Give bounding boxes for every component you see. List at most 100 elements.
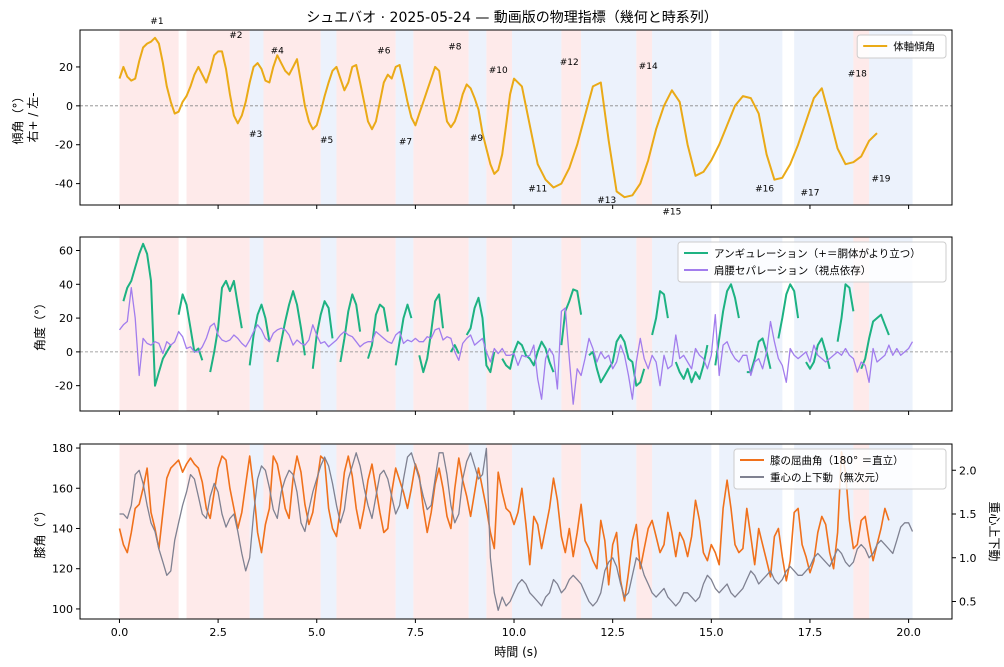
y2-tick-label: 1.0	[959, 552, 977, 565]
panel-frame	[79, 443, 953, 620]
series-line-2-1	[122, 242, 890, 387]
phase-band	[512, 237, 562, 411]
y-tick-label: -40	[55, 178, 73, 191]
phase-band	[320, 30, 337, 205]
phase-band	[794, 30, 854, 205]
chart-title: シュエバオ · 2025-05-24 — 動画版の物理指標（幾何と時系列）	[306, 10, 718, 26]
phase-band	[186, 30, 250, 205]
legend-box	[856, 34, 947, 59]
legend-entry-label: アンギュレーション（+＝胴体がより立つ）	[714, 247, 921, 260]
legend-entry-label: 体軸傾角	[893, 40, 935, 53]
legend: 体軸傾角	[856, 34, 947, 59]
phase-band	[486, 237, 513, 411]
peak-annotation-label: #1	[150, 17, 163, 27]
panel-frame	[79, 236, 953, 412]
phase-band	[512, 444, 562, 619]
x-tick-label: 5.0	[308, 626, 326, 639]
peak-annotation-label: #7	[399, 138, 412, 148]
series-line-1-1	[118, 36, 878, 199]
peak-annotation-label: #17	[800, 188, 819, 198]
phase-band	[320, 237, 337, 411]
peak-annotation-label: #10	[489, 66, 508, 76]
y-axis-label: 傾角（°）	[11, 90, 25, 144]
panel-2: -20 0 20 40 60 角度（°） アンギュレーション（+＝胴体がより立つ） 肩腰セパレ…	[32, 236, 953, 415]
series-line-3-2	[119, 447, 914, 611]
phase-band	[561, 237, 582, 411]
phase-band	[853, 30, 870, 205]
panel-frame	[79, 29, 953, 206]
panel-3: 0.0 2.5 5.0 7.5 10.0 12.5 15.0 17.5 20.0 100 120 14…	[33, 442, 1001, 639]
y-axis-label: 膝角（°）	[33, 504, 47, 558]
y-axis-label: 右+ / 左-	[25, 92, 40, 142]
peak-annotation-label: #11	[528, 184, 547, 194]
x-tick-label: 20.0	[896, 626, 921, 639]
legend-box	[733, 448, 947, 490]
phase-band	[636, 444, 653, 619]
y-tick-label: 20	[59, 312, 73, 325]
phase-band	[413, 237, 469, 411]
y-tick-label: 160	[52, 482, 73, 495]
phase-band	[486, 30, 513, 205]
y-tick-label: 120	[52, 563, 73, 576]
phase-band	[263, 30, 321, 205]
phase-band	[561, 30, 582, 205]
peak-annotation-label: #5	[320, 136, 333, 146]
y2-tick-label: 2.0	[959, 464, 977, 477]
x-tick-label: 10.0	[502, 626, 527, 639]
y-tick-label: 180	[52, 442, 73, 455]
phase-band	[186, 444, 250, 619]
phase-band	[652, 444, 712, 619]
phase-band	[561, 444, 582, 619]
series-line-2-2	[118, 287, 914, 405]
phase-band	[468, 30, 487, 205]
y-tick-label: 140	[52, 522, 73, 535]
phase-band	[719, 30, 783, 205]
phase-band	[636, 30, 653, 205]
peak-annotation-label: #8	[448, 42, 462, 52]
phase-band	[320, 444, 337, 619]
peak-annotation-label: #4	[271, 46, 285, 56]
phase-band	[395, 444, 414, 619]
legend-entry-label: 肩腰セパレーション（視点依存）	[714, 264, 871, 277]
phase-band	[336, 30, 396, 205]
x-tick-label: 15.0	[699, 626, 724, 639]
phase-band	[581, 237, 637, 411]
phase-band	[581, 444, 637, 619]
phase-band	[249, 30, 264, 205]
peak-annotation-label: #6	[377, 46, 391, 56]
y-tick-label: 100	[52, 603, 73, 616]
legend-entry-label: 重心の上下動（無次元）	[770, 471, 886, 484]
y-tick-label: -20	[55, 139, 73, 152]
y-tick-label: 40	[59, 278, 73, 291]
legend-entry-label: 膝の屈曲角（180° ＝直立）	[770, 454, 904, 467]
y-tick-label: -20	[55, 380, 73, 393]
legend: アンギュレーション（+＝胴体がより立つ） 肩腰セパレーション（視点依存）	[677, 241, 947, 283]
phase-band	[413, 444, 469, 619]
y-axis-label: 角度（°）	[32, 297, 47, 351]
peak-annotation-label: #13	[597, 196, 616, 206]
phase-band	[263, 237, 321, 411]
x-tick-label: 0.0	[111, 626, 129, 639]
peak-annotation-label: #2	[229, 31, 242, 41]
peak-annotation-label: #19	[871, 175, 890, 185]
peak-annotation-label: #14	[639, 62, 658, 72]
phase-band	[512, 30, 562, 205]
phase-band	[119, 30, 179, 205]
series-line-3-1	[118, 451, 890, 602]
phase-band	[395, 237, 414, 411]
phase-band	[468, 237, 487, 411]
y-tick-label: 60	[59, 245, 73, 258]
peak-annotation-label: #15	[662, 208, 681, 218]
x-tick-label: 17.5	[798, 626, 823, 639]
peak-annotation-label: #12	[560, 58, 579, 68]
y2-tick-label: 0.5	[959, 596, 977, 609]
legend-box	[677, 241, 947, 283]
panel-1: #1 #2 #4 #6 #8 #10 #12 #14 #18 #3 #5 #7 #9 #11 #13 #15 #…	[11, 17, 953, 218]
y2-tick-label: 1.5	[959, 508, 977, 521]
y2-axis-label: 重心上下動	[987, 501, 1001, 561]
peak-annotation-label: #18	[848, 70, 867, 80]
legend: 膝の屈曲角（180° ＝直立） 重心の上下動（無次元）	[733, 448, 947, 490]
phase-band	[413, 30, 469, 205]
peak-annotation-label: #9	[470, 134, 484, 144]
